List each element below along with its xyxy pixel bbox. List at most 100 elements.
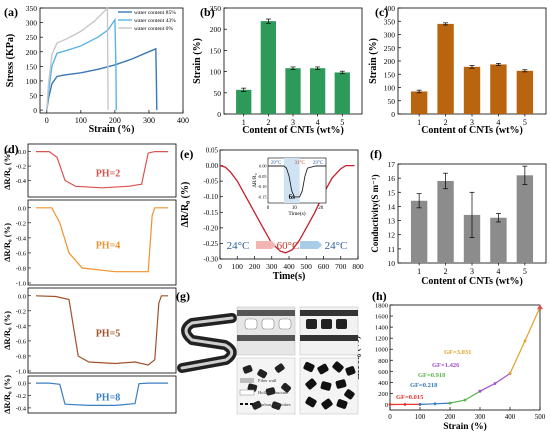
panel-f-tag: (f) — [370, 147, 382, 161]
chart-f-ylabel: Conductivity(S m⁻¹) — [370, 174, 380, 252]
chart-e-ytick-label: -0.30 — [203, 256, 218, 264]
chart-e-ylabel: ΔR/R₀ (%) — [180, 182, 191, 228]
chart-h-gf-label: GF=3.031 — [444, 349, 471, 356]
chart-a-legend-entry: water content 85% — [134, 10, 176, 16]
chart-h-end-marker — [537, 304, 543, 310]
chart-d-ytick-label: -0.2 — [16, 393, 26, 400]
chart-a-xlabel: Strain (%) — [89, 124, 135, 135]
chart-e-xtick-label: 100 — [232, 262, 244, 271]
chart-h-ytick-label: 800 — [378, 358, 388, 365]
chart-f-xtick-label: 2 — [444, 267, 448, 276]
chart-h-xtick-label: 200 — [445, 413, 456, 421]
chart-e-inset-temp: 29°C — [271, 161, 282, 166]
chart-d-ytick-label: -0.4 — [16, 235, 27, 242]
chart-d-subplot-frame — [27, 143, 177, 198]
chart-h-frame — [389, 304, 541, 411]
chart-e-xtick-label: 500 — [301, 262, 313, 271]
chart-e-xtick-label: 0 — [218, 262, 222, 271]
chart-a-legend-entry: water content 43% — [134, 18, 176, 24]
legend-swatch-cnt — [240, 403, 253, 405]
panel-h-tag: (h) — [372, 289, 387, 303]
chart-f-ytick-label: 13 — [388, 217, 396, 226]
chart-e-inset-xtick-label: 10 — [292, 206, 298, 211]
chart-h-ytick-label: 200 — [378, 391, 388, 398]
chart-h-point — [388, 403, 392, 406]
chart-h-xtick-label: 500 — [535, 413, 546, 421]
chart-f-bar — [437, 180, 454, 263]
chart-e-cool-arrow — [300, 241, 322, 249]
chart-b-xtick-label: 1 — [242, 118, 246, 127]
chart-c-ytick-label: 350 — [384, 17, 396, 26]
chart-e-inset-shade-label: 6s — [289, 193, 296, 201]
chart-h-point — [523, 339, 527, 343]
legend-fiber-wall: Fiber wall — [258, 378, 277, 383]
chart-e-ytick-label: -0.20 — [203, 224, 218, 232]
chart-d-subplot-frame — [27, 375, 177, 414]
chart-c-xlabel: Content of CNTs (wt%) — [421, 125, 523, 136]
panel-b-tag: (b) — [200, 5, 215, 19]
chart-f-bar — [463, 214, 481, 263]
chart-c-bar — [463, 66, 481, 114]
chart-d-ytick-label: 0.0 — [18, 293, 26, 300]
diagram-panel-hollow-dark — [299, 306, 359, 356]
chart-d-ytick-label: -0.8 — [16, 265, 26, 272]
chart-d-ytick-label: -0.2 — [16, 220, 26, 227]
chart-b-ytick-label: 0 — [217, 110, 221, 119]
chart-c-bar — [516, 70, 534, 114]
chart-h-ytick-label: 400 — [378, 380, 388, 387]
chart-c-ytick-label: 400 — [384, 4, 396, 13]
panel-c-tag: (c) — [375, 5, 388, 19]
fiber-structure-diagram: Fiber wall Hollow structure Carbon nanot… — [177, 306, 359, 415]
chart-f-ytick-label: 16 — [388, 174, 396, 183]
chart-e-xtick-label: 200 — [249, 262, 261, 271]
chart-h-ytick-label: 1400 — [375, 325, 388, 332]
chart-c-ytick-label: 250 — [384, 44, 396, 53]
chart-b-bar — [310, 68, 326, 114]
chart-a-xtick-label: 200 — [109, 116, 121, 125]
chart-a-ylabel: Stress (KPa) — [5, 34, 16, 87]
chart-a-ytick-label: 200 — [26, 48, 38, 57]
chart-e-inset-temp: 31°C — [294, 161, 305, 166]
chart-f-ytick-label: 17 — [388, 160, 396, 169]
chart-e-ytick-label: 0.00 — [206, 162, 219, 170]
diagram-panel-hollow-light — [236, 306, 296, 356]
chart-e-inset-ylabel: ΔR/R₀ — [252, 173, 258, 187]
chart-c-xtick-label: 2 — [444, 118, 448, 127]
chart-h-point — [463, 398, 467, 402]
chart-e-ytick-label: -0.05 — [203, 178, 218, 186]
chart-c-bar — [410, 91, 428, 114]
chart-d-ylabel: ΔR/R₀ (%) — [2, 151, 12, 190]
chart-h-point — [403, 403, 407, 406]
chart-f-xtick-label: 3 — [470, 267, 474, 276]
chart-b-xtick-label: 4 — [316, 118, 320, 127]
chart-f-xlabel: Content of CNTs (wt%) — [421, 276, 523, 287]
chart-e-inset-xtick-label: 20 — [318, 206, 324, 211]
chart-f-ytick-label: 12 — [388, 231, 396, 240]
chart-d-ytick-label: -0.4 — [16, 405, 27, 412]
legend-swatch-fiber-wall — [240, 378, 254, 383]
chart-e-inset-shade — [283, 158, 300, 203]
chart-a-series-line — [46, 47, 158, 111]
chart-e-xlabel: Time(s) — [273, 271, 306, 282]
chart-a-xtick-label: 400 — [177, 116, 189, 125]
chart-d-ph-label: PH=4 — [96, 241, 121, 252]
chart-d-ph-label: PH=5 — [96, 329, 121, 340]
chart-h-xtick-label: 100 — [415, 413, 426, 421]
chart-a-ytick-label: 350 — [26, 4, 38, 13]
chart-h-ytick-label: 1600 — [375, 314, 388, 321]
chart-h-point — [418, 402, 422, 406]
chart-h-xtick-label: 400 — [505, 413, 516, 421]
chart-h-gf-label: GF=0.918 — [418, 372, 446, 379]
chart-d-ph-label: PH=8 — [96, 393, 121, 404]
chart-e-series-line — [219, 164, 355, 254]
chart-h-point — [478, 389, 482, 393]
chart-d-ylabel: ΔR/R₀ (%) — [2, 223, 12, 262]
chart-d-ytick-label: -0.4 — [16, 323, 27, 330]
chart-d-series-line — [36, 382, 168, 406]
chart-h-ytick-label: 1200 — [375, 336, 388, 343]
chart-d-ytick-label: 0.0 — [18, 205, 26, 212]
chart-e-xtick-label: 600 — [318, 262, 330, 271]
